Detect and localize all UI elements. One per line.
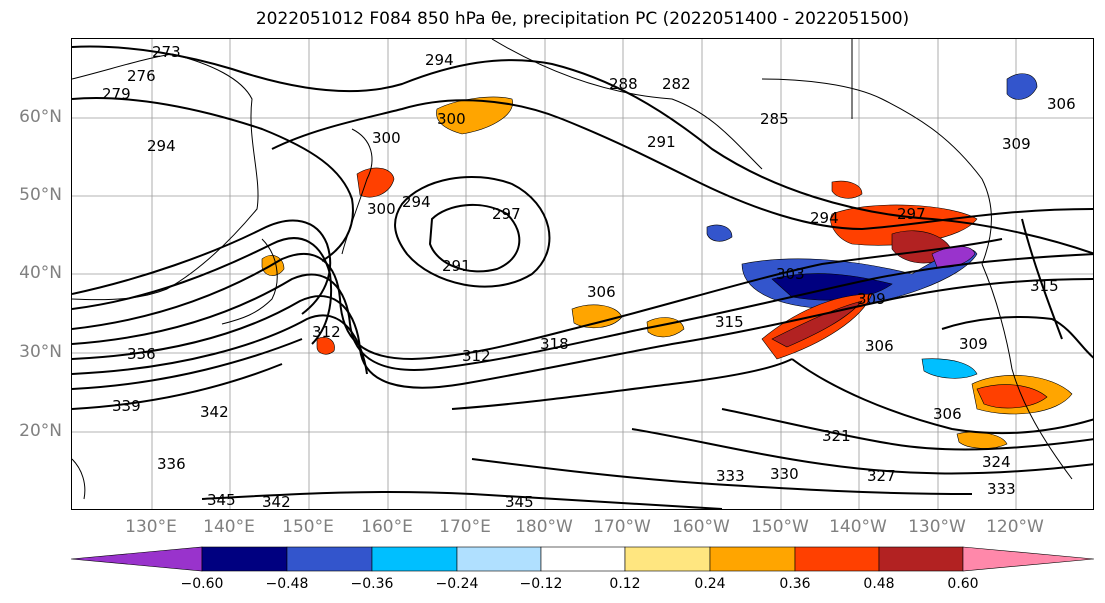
contour-label: 345 (207, 491, 236, 509)
lat-label-30n: 30°N (19, 342, 62, 362)
contour-label: 309 (959, 335, 988, 353)
contour-label: 300 (372, 129, 401, 147)
colorbar-tick-label: 0.24 (694, 576, 726, 592)
colorbar-swatch (540, 546, 626, 572)
lon-label: 150°E (282, 517, 334, 537)
colorbar-swatch (286, 546, 373, 572)
contour-label: 285 (760, 110, 789, 128)
contour-label: 273 (152, 43, 181, 61)
theta-e-contour-map: 273 294 279 276 282 285 288 291 294 300 … (72, 39, 1093, 510)
contour-label: 327 (867, 467, 896, 485)
contour-label: 309 (857, 290, 886, 308)
contour-label: 291 (442, 257, 471, 275)
contour-label: 312 (312, 323, 341, 341)
lon-label: 130°E (125, 517, 177, 537)
contour-label: 294 (147, 137, 176, 155)
contour-label: 315 (1030, 277, 1059, 295)
contour-label: 342 (200, 403, 229, 421)
contour-label: 300 (437, 110, 466, 128)
colorbar-tick-label: −0.60 (180, 576, 224, 592)
contour-label: 297 (897, 205, 926, 223)
contour-label: 294 (425, 51, 454, 69)
lon-label: 140°E (203, 517, 255, 537)
lat-label-20n: 20°N (19, 421, 62, 441)
contour-label: 303 (776, 265, 805, 283)
contour-label: 306 (587, 283, 616, 301)
contour-label: 276 (127, 67, 156, 85)
lon-label: 170°E (439, 517, 491, 537)
lon-label: 160°E (361, 517, 413, 537)
contour-label: 306 (933, 405, 962, 423)
colorbar-swatch (794, 546, 880, 572)
contour-labels: 273 294 279 276 282 285 288 291 294 300 … (102, 43, 1076, 510)
colorbar-tick-label: −0.48 (265, 576, 309, 592)
contour-label: 315 (715, 313, 744, 331)
colorbar-swatch (371, 546, 458, 572)
contour-label: 324 (982, 453, 1011, 471)
lon-label: 180°W (515, 517, 573, 537)
contour-label: 345 (505, 493, 534, 510)
contour-label: 336 (127, 345, 156, 363)
contour-label: 294 (810, 209, 839, 227)
map-panel: 273 294 279 276 282 285 288 291 294 300 … (71, 38, 1094, 510)
contour-label: 282 (662, 75, 691, 93)
lon-label: 170°W (593, 517, 651, 537)
contour-label: 306 (1047, 95, 1076, 113)
lat-label-60n: 60°N (19, 107, 62, 127)
contour-label: 321 (822, 427, 851, 445)
contour-label: 312 (462, 347, 491, 365)
contour-label: 339 (112, 397, 141, 415)
contour-label: 300 (367, 200, 396, 218)
colorbar-swatch (624, 546, 711, 572)
contour-label: 336 (157, 455, 186, 473)
colorbar (71, 546, 1094, 572)
contour-label: 294 (402, 193, 431, 211)
contour-label: 342 (262, 493, 291, 510)
contour-label: 309 (1002, 135, 1031, 153)
contour-label: 288 (609, 75, 638, 93)
contour-label: 330 (770, 465, 799, 483)
contour-label: 291 (647, 133, 676, 151)
colorbar-swatch (878, 546, 964, 572)
colorbar-tick-label: −0.12 (519, 576, 563, 592)
colorbar-tick-label: −0.36 (350, 576, 394, 592)
lon-label: 150°W (751, 517, 809, 537)
colorbar-swatch (201, 546, 288, 572)
colorbar-tick-label: 0.48 (863, 576, 895, 592)
colorbar-swatch (962, 546, 1094, 572)
contour-label: 318 (540, 335, 569, 353)
lon-label: 160°W (672, 517, 730, 537)
contour-label: 297 (492, 205, 521, 223)
lon-label: 120°W (986, 517, 1044, 537)
colorbar-swatch (709, 546, 796, 572)
contour-label: 306 (865, 337, 894, 355)
lat-label-40n: 40°N (19, 263, 62, 283)
colorbar-swatch (71, 546, 203, 572)
lon-label: 130°W (908, 517, 966, 537)
contour-label: 333 (987, 480, 1016, 498)
lat-label-50n: 50°N (19, 185, 62, 205)
contour-label: 333 (716, 467, 745, 485)
theta-e-contours (72, 45, 1093, 509)
colorbar-tick-label: −0.24 (435, 576, 479, 592)
colorbar-swatch (456, 546, 542, 572)
contour-label: 279 (102, 85, 131, 103)
colorbar-tick-label: 0.60 (947, 576, 979, 592)
lon-label: 140°W (829, 517, 887, 537)
map-title: 2022051012 F084 850 hPa θe, precipitatio… (255, 9, 910, 29)
colorbar-tick-label: 0.36 (779, 576, 811, 592)
colorbar-tick-label: 0.12 (609, 576, 641, 592)
